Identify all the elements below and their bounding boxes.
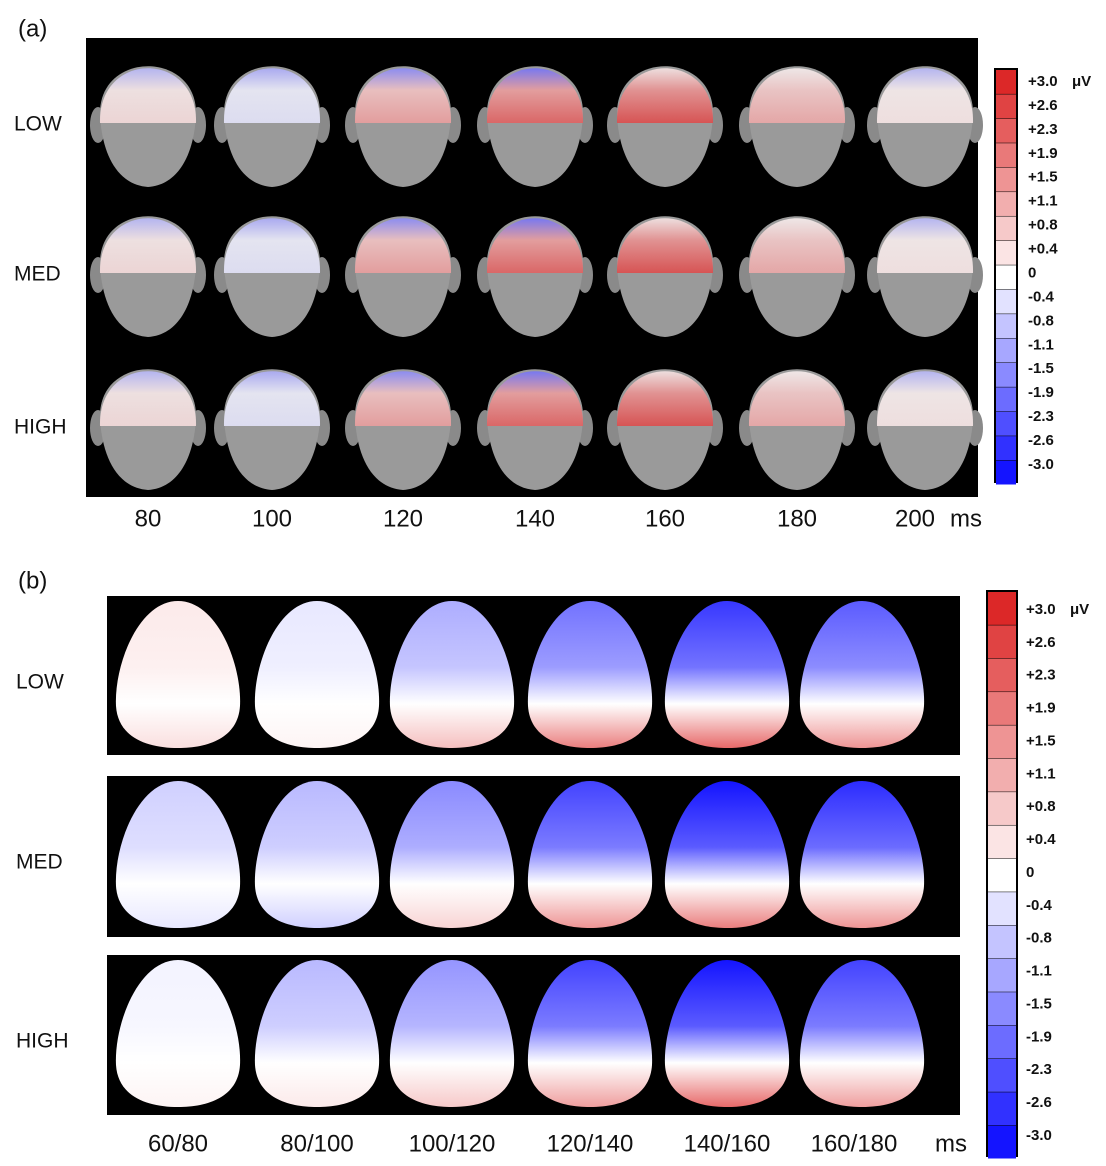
colorbar-label: -2.3 [1026, 1061, 1052, 1078]
colorbar-swatch [988, 625, 1016, 658]
time-label: 100/120 [409, 1130, 496, 1157]
colorbar-swatch [988, 992, 1016, 1025]
colorbar-swatch [996, 314, 1016, 338]
colorbar-label: +1.1 [1026, 765, 1056, 782]
colorbar-swatch [988, 1059, 1016, 1092]
colorbar-label: 0 [1026, 864, 1034, 881]
colorbar-label: +1.9 [1028, 145, 1058, 162]
colorbar-swatch [988, 1126, 1016, 1159]
colorbar-swatch [996, 290, 1016, 314]
colorbar-label: -3.0 [1028, 456, 1054, 473]
colorbar-swatch [996, 168, 1016, 192]
time-unit: ms [950, 505, 982, 532]
row-label: MED [16, 851, 63, 874]
colorbar-label: -1.1 [1028, 336, 1054, 353]
colorbar-swatch [988, 859, 1016, 892]
time-label: 140/160 [684, 1130, 771, 1157]
colorbar-swatch [996, 412, 1016, 436]
colorbar-label: -2.6 [1028, 432, 1054, 449]
panel-label: (b) [18, 567, 47, 594]
colorbar-label: +2.3 [1026, 667, 1056, 684]
time-label: 120 [383, 505, 423, 532]
colorbar-label: +2.6 [1028, 97, 1058, 114]
colorbar-swatch [996, 241, 1016, 265]
colorbar-label: +0.8 [1028, 217, 1058, 234]
figure: (a) LOW MED HIGH 80 100 120 140 160 180 200 ms +3.0 +… [0, 0, 1106, 1161]
colorbar-swatch [996, 461, 1016, 485]
colorbar-label: -3.0 [1026, 1127, 1052, 1144]
colorbar-swatch [996, 70, 1016, 94]
row-label: LOW [14, 113, 62, 136]
colorbar-swatch [988, 926, 1016, 959]
time-label: 160/180 [811, 1130, 898, 1157]
row-label: MED [14, 263, 61, 286]
colorbar-label: -2.3 [1028, 408, 1054, 425]
colorbar-label: -0.8 [1026, 930, 1052, 947]
time-label: 160 [645, 505, 685, 532]
colorbar-swatch [988, 825, 1016, 858]
colorbar-label: +1.5 [1026, 732, 1056, 749]
colorbar-label: +2.6 [1026, 634, 1056, 651]
time-label: 140 [515, 505, 555, 532]
colorbar-swatch [988, 792, 1016, 825]
time-label: 60/80 [148, 1130, 208, 1157]
colorbar-label: -0.4 [1028, 288, 1055, 305]
colorbar-swatch [988, 592, 1016, 625]
colorbar-label: +0.8 [1026, 798, 1056, 815]
panel-label: (a) [18, 15, 47, 42]
colorbar-swatch [996, 94, 1016, 118]
colorbar-swatch [988, 659, 1016, 692]
colorbar-swatch [988, 725, 1016, 758]
colorbar-label: +2.3 [1028, 121, 1058, 138]
colorbar-swatch [988, 959, 1016, 992]
row-label: HIGH [14, 416, 67, 439]
colorbar-swatch [996, 216, 1016, 240]
colorbar-label: +3.0 [1026, 601, 1056, 618]
time-label: 80/100 [280, 1130, 353, 1157]
time-label: 100 [252, 505, 292, 532]
time-label: 80 [135, 505, 162, 532]
colorbar-swatch [996, 339, 1016, 363]
colorbar-unit: μV [1070, 601, 1089, 618]
colorbar-label: -0.8 [1028, 312, 1054, 329]
colorbar-label: -1.9 [1028, 384, 1054, 401]
colorbar-label: +0.4 [1028, 241, 1058, 258]
colorbar-swatch [996, 143, 1016, 167]
colorbar-swatch [988, 759, 1016, 792]
colorbar-unit: μV [1072, 73, 1091, 90]
time-label: 120/140 [547, 1130, 634, 1157]
row-label: HIGH [16, 1030, 69, 1053]
colorbar-label: 0 [1028, 264, 1036, 281]
colorbar-swatch [996, 119, 1016, 143]
colorbar-swatch [988, 1092, 1016, 1125]
colorbar-swatch [988, 692, 1016, 725]
colorbar-label: +1.1 [1028, 193, 1058, 210]
colorbar-swatch [996, 387, 1016, 411]
colorbar-label: +1.9 [1026, 700, 1056, 717]
colorbar-swatch [996, 192, 1016, 216]
colorbar-swatch [988, 1026, 1016, 1059]
colorbar-label: -1.5 [1028, 360, 1054, 377]
colorbar-label: -2.6 [1026, 1094, 1052, 1111]
time-label: 180 [777, 505, 817, 532]
colorbar-swatch [996, 265, 1016, 289]
colorbar-label: -0.4 [1026, 897, 1053, 914]
colorbar-swatch [988, 892, 1016, 925]
row-label: LOW [16, 671, 64, 694]
colorbar-label: -1.1 [1026, 963, 1052, 980]
colorbar-swatch [996, 436, 1016, 460]
colorbar-label: +1.5 [1028, 169, 1058, 186]
colorbar-label: -1.9 [1026, 1028, 1052, 1045]
colorbar-swatch [996, 363, 1016, 387]
colorbar-label: +3.0 [1028, 73, 1058, 90]
colorbar-label: -1.5 [1026, 995, 1052, 1012]
colorbar-label: +0.4 [1026, 831, 1056, 848]
time-unit: ms [935, 1130, 967, 1157]
time-label: 200 [895, 505, 935, 532]
